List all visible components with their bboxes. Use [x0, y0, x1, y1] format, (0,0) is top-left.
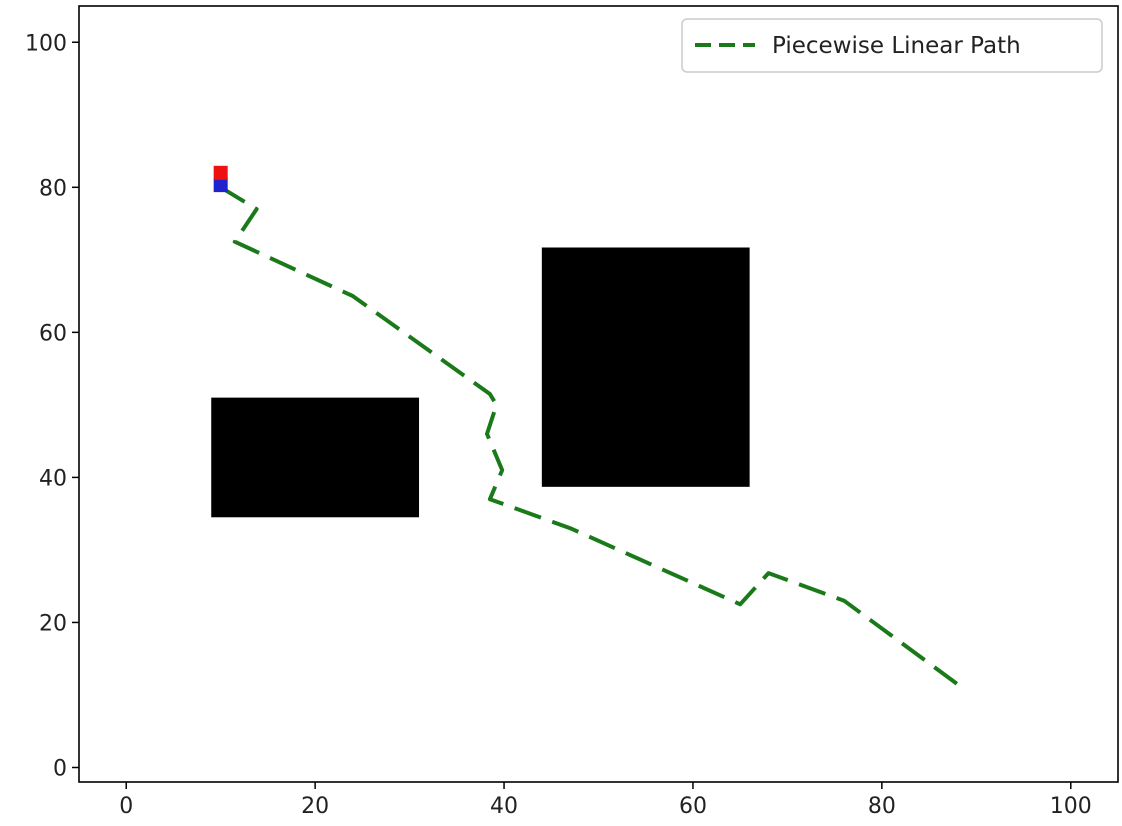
x-axis: 0 20 40 60 80 100	[119, 782, 1092, 819]
obstacles	[211, 247, 750, 518]
x-tick-label-40: 40	[490, 794, 518, 819]
series-line-1	[219, 185, 959, 686]
y-tick-label-80: 80	[39, 176, 67, 201]
plot-frame	[78, 5, 1119, 783]
x-tick-label-80: 80	[868, 794, 896, 819]
x-tick-label-60: 60	[679, 794, 707, 819]
y-axis: 0 20 40 60 80 100	[25, 31, 79, 781]
obstacle-2	[541, 247, 750, 487]
legend: Piecewise Linear Path	[681, 18, 1103, 73]
x-tick-label-100: 100	[1050, 794, 1092, 819]
start-marker	[213, 178, 228, 193]
goal-marker	[213, 165, 228, 180]
markers	[213, 165, 228, 193]
y-tick-label-40: 40	[39, 466, 67, 491]
y-tick-label-60: 60	[39, 321, 67, 346]
y-tick-label-100: 100	[25, 31, 67, 56]
series-group	[219, 185, 959, 686]
x-tick-label-0: 0	[119, 794, 133, 819]
y-tick-label-0: 0	[53, 756, 67, 781]
legend-label: Piecewise Linear Path	[772, 33, 1021, 59]
obstacle-1	[211, 397, 420, 518]
y-tick-label-20: 20	[39, 611, 67, 636]
x-tick-label-20: 20	[301, 794, 329, 819]
legend-frame	[681, 18, 1103, 73]
